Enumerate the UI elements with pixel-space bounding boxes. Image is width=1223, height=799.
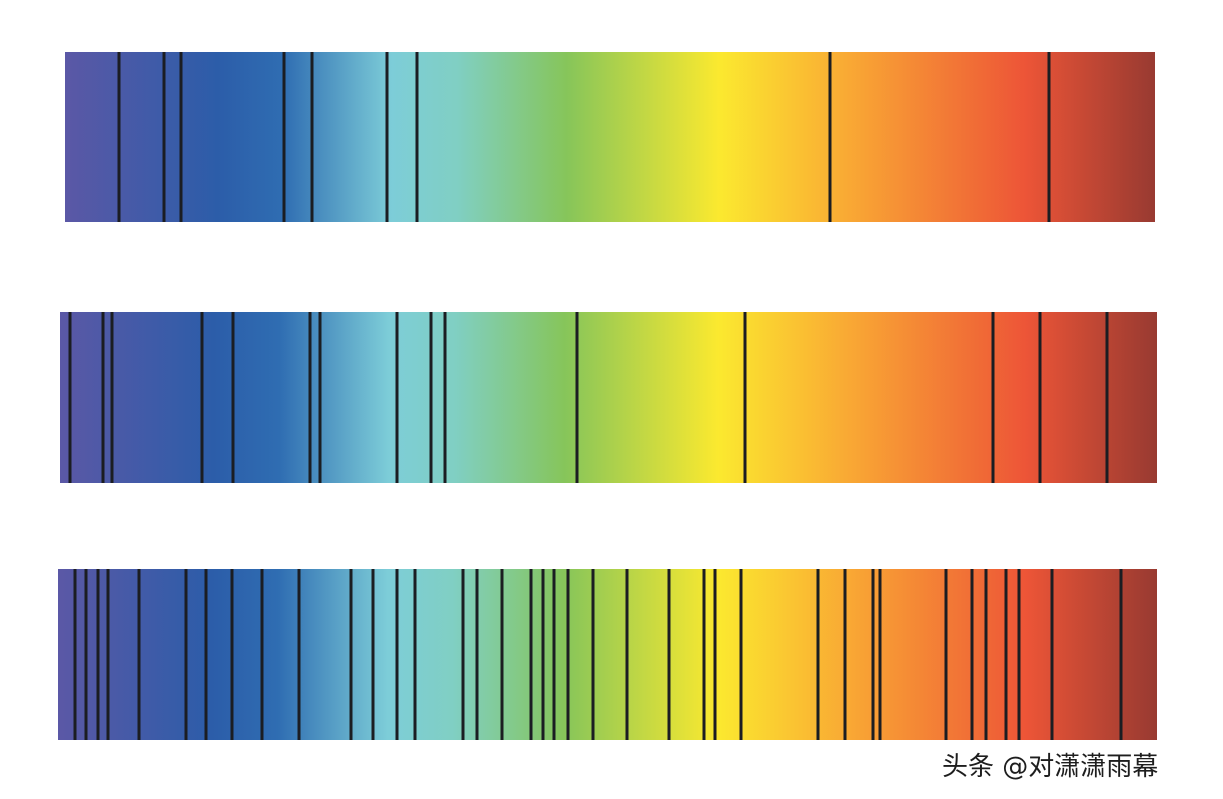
- watermark: 头条 @对潇潇雨幕: [942, 752, 1159, 782]
- spectrum-band: [65, 52, 1155, 222]
- absorption-lines: [117, 52, 1051, 222]
- spectrum-3: [58, 569, 1157, 740]
- absorption-lines: [68, 312, 1109, 483]
- spectrum-band: [60, 312, 1157, 483]
- spectrum-band: [58, 569, 1157, 740]
- spectrum-1: [65, 52, 1155, 222]
- spectrum-2: [60, 312, 1157, 483]
- absorption-lines: [73, 569, 1123, 740]
